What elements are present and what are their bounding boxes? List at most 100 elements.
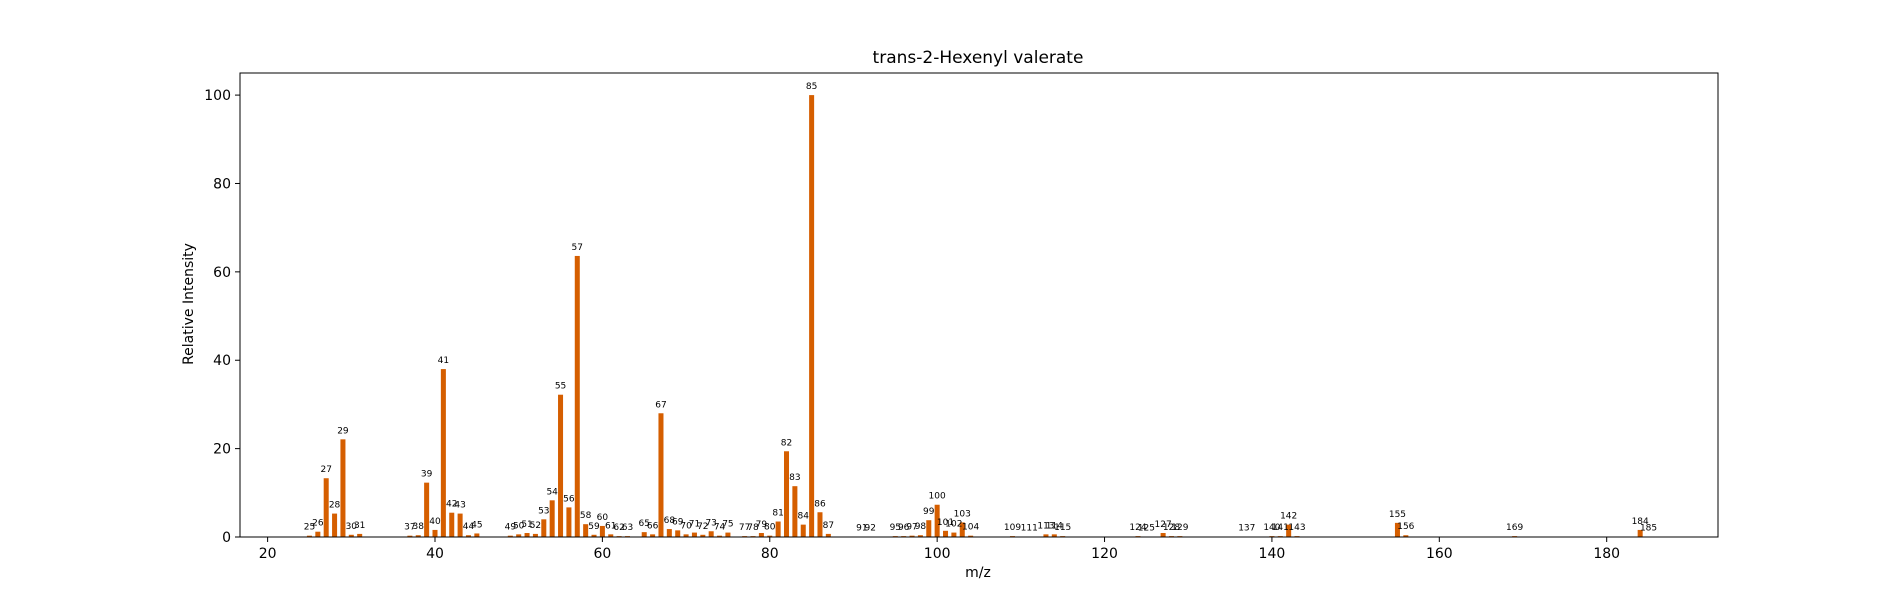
bar-mz-39 [424,482,430,537]
peak-label-58: 58 [580,511,592,521]
peak-label-104: 104 [962,523,979,533]
bar-mz-184 [1637,529,1643,537]
peak-label-81: 81 [772,509,783,519]
peak-label-57: 57 [572,243,583,253]
bar-mz-113 [1043,534,1049,537]
peak-label-97: 97 [906,523,917,533]
bar-mz-79 [758,533,764,537]
bar-mz-156 [1403,535,1409,537]
peak-label-80: 80 [764,523,776,533]
bar-mz-73 [708,531,714,537]
peak-label-100: 100 [929,492,946,502]
peak-label-129: 129 [1171,523,1188,533]
peak-label-125: 125 [1138,524,1155,534]
peak-label-49: 49 [505,523,517,533]
peak-label-83: 83 [789,473,800,483]
bar-mz-54 [549,500,555,537]
bar-mz-49 [507,535,513,537]
peak-label-29: 29 [337,426,349,436]
bar-mz-114 [1051,534,1057,537]
x-tick-label-100: 100 [924,546,951,562]
bar-mz-51 [524,533,530,537]
x-tick-label-120: 120 [1091,546,1118,562]
peak-label-41: 41 [438,356,449,366]
peak-label-25: 25 [304,523,315,533]
bars-layer [306,95,1652,538]
x-tick-label-80: 80 [761,546,779,562]
bar-mz-55 [558,394,564,537]
bar-mz-38 [415,535,421,537]
x-axis-label: m/z [965,565,991,581]
peak-label-42: 42 [446,500,457,510]
y-tick-label-60: 60 [213,265,231,281]
bar-mz-155 [1394,522,1400,537]
y-tick-label-80: 80 [213,176,231,192]
peak-label-53: 53 [538,506,549,516]
peak-label-72: 72 [697,522,708,532]
bar-mz-60 [599,525,605,537]
peak-label-103: 103 [954,509,971,519]
bar-mz-41 [440,369,446,537]
x-axis: 20 40 60 80 100 120 140 160 180 [259,537,1620,562]
bar-mz-99 [926,520,932,537]
bar-mz-142 [1286,524,1292,537]
bar-mz-44 [465,535,471,537]
peak-label-85: 85 [806,82,817,92]
bar-mz-40 [432,529,438,537]
peak-label-50: 50 [513,521,525,531]
peak-label-99: 99 [923,507,935,517]
peak-label-73: 73 [705,518,716,528]
peak-label-95: 95 [890,523,901,533]
peak-label-78: 78 [747,523,759,533]
bar-mz-82 [784,451,790,537]
peak-label-124: 124 [1129,523,1146,533]
bar-mz-74 [717,535,723,537]
bar-mz-68 [666,529,672,537]
bar-mz-50 [516,534,522,537]
peak-label-91: 91 [856,524,867,534]
bar-mz-28 [332,513,338,537]
bar-mz-26 [315,531,321,537]
peak-label-143: 143 [1288,523,1305,533]
peak-label-26: 26 [312,519,324,529]
peak-label-54: 54 [546,487,558,497]
bar-mz-84 [800,524,806,537]
bar-mz-71 [691,532,697,537]
bar-mz-81 [775,521,781,537]
peak-label-56: 56 [563,494,575,504]
peak-label-86: 86 [814,499,826,509]
peak-label-155: 155 [1389,510,1406,520]
bar-mz-97 [909,535,915,537]
bar-mz-100 [934,504,940,537]
bar-mz-58 [583,524,589,537]
bar-mz-59 [591,534,597,537]
bar-mz-72 [700,534,706,537]
peak-label-31: 31 [354,521,365,531]
peak-label-67: 67 [655,400,666,410]
peak-label-60: 60 [597,513,609,523]
peak-label-68: 68 [664,516,676,526]
peak-label-44: 44 [463,522,475,532]
peak-label-128: 128 [1163,523,1180,533]
peak-label-185: 185 [1640,524,1657,534]
y-tick-label-20: 20 [213,442,231,458]
bar-mz-80 [767,535,773,537]
peak-label-92: 92 [864,524,875,534]
peak-label-109: 109 [1004,523,1021,533]
bar-mz-56 [566,507,572,537]
peak-label-62: 62 [613,523,624,533]
peak-label-96: 96 [898,523,910,533]
x-tick-label-60: 60 [593,546,611,562]
peak-label-87: 87 [823,521,834,531]
bar-mz-103 [959,522,965,537]
peak-label-101: 101 [937,518,954,528]
y-tick-label-0: 0 [222,530,231,546]
peak-label-82: 82 [781,438,792,448]
plot-frame [239,72,1719,538]
peak-label-43: 43 [454,501,465,511]
bar-mz-45 [474,533,480,537]
bar-mz-65 [641,532,647,537]
